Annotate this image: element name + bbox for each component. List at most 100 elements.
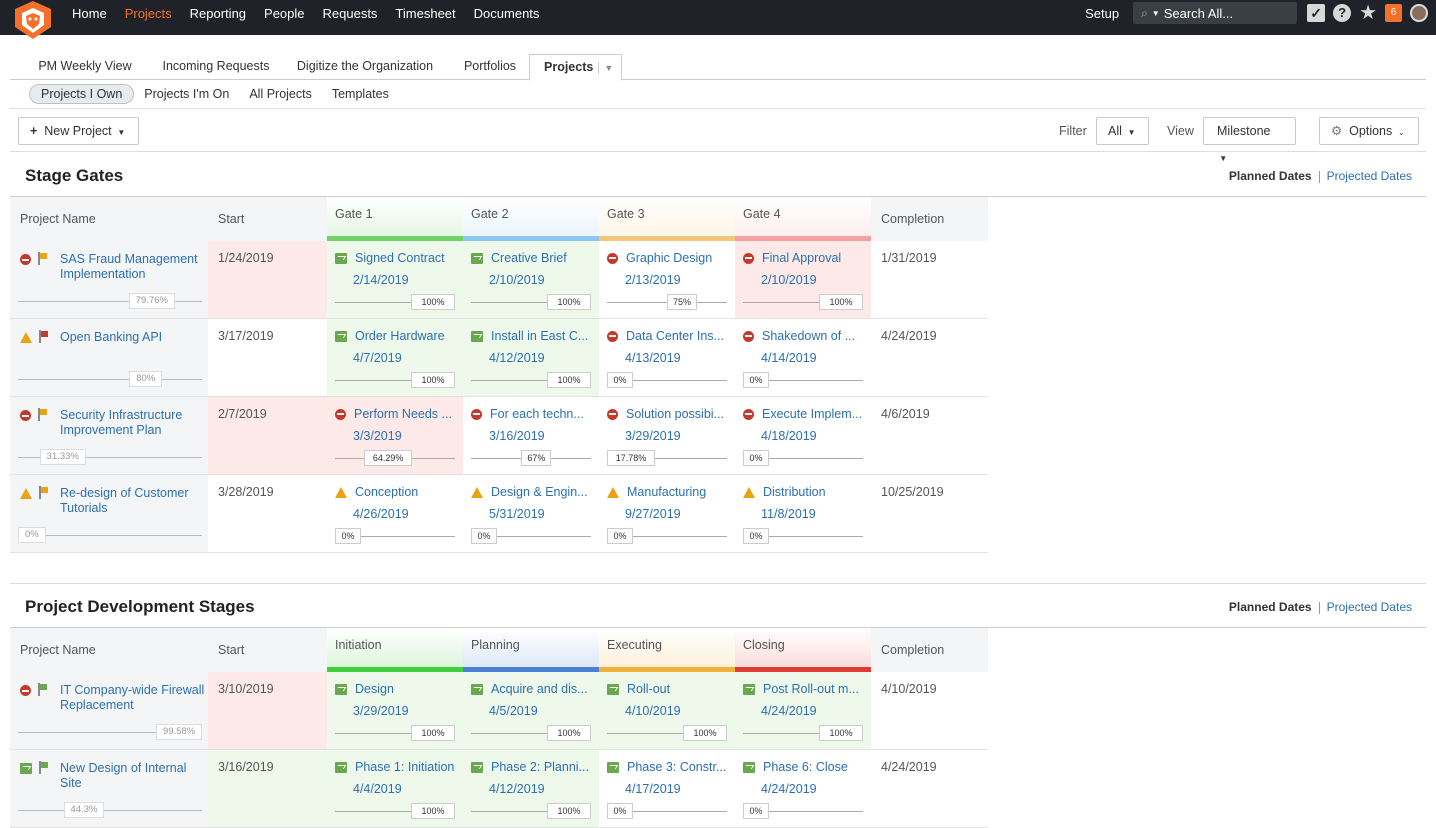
tab-incoming-requests[interactable]: Incoming Requests (162, 59, 270, 73)
milestone-link[interactable]: Phase 6: Close (743, 760, 848, 774)
milestone-name: Perform Needs ... (354, 407, 452, 421)
milestone-date: 4/18/2019 (761, 429, 817, 443)
milestone-progress-label: 100% (683, 725, 727, 741)
user-avatar[interactable] (1410, 4, 1428, 22)
column-header-gate: Gate 4 (735, 197, 871, 241)
milestone-link[interactable]: Conception (335, 485, 418, 499)
subtab-all-projects[interactable]: All Projects (249, 87, 312, 101)
project-name-link[interactable]: IT Company-wide Firewall Replacement (60, 683, 205, 712)
milestone-link[interactable]: Design & Engin... (471, 485, 588, 499)
on-track-chart-icon (471, 330, 483, 342)
new-project-button[interactable]: + New Project ▼ (18, 117, 139, 145)
nav-projects[interactable]: Projects (124, 5, 172, 21)
milestone-link[interactable]: Graphic Design (607, 251, 712, 265)
gate-color-bar (735, 667, 871, 672)
chevron-down-icon: ⌄ (1395, 128, 1405, 137)
tab-dropdown-caret-icon[interactable]: ▼ (604, 63, 614, 73)
favorites-star-icon[interactable]: ★ (1359, 2, 1377, 24)
nav-requests[interactable]: Requests (322, 5, 378, 21)
milestone-progress-bar (471, 380, 591, 381)
project-name-link[interactable]: Open Banking API (60, 330, 163, 344)
milestone-date: 4/14/2019 (761, 351, 817, 365)
warning-triangle-icon (607, 486, 619, 498)
milestone-link[interactable]: Shakedown of ... (743, 329, 855, 343)
milestone-cell: Phase 3: Constr... 4/17/2019 0% (599, 750, 735, 827)
milestone-link[interactable]: Signed Contract (335, 251, 445, 265)
milestone-cell: Final Approval 2/10/2019 100% (735, 241, 871, 318)
milestone-link[interactable]: Order Hardware (335, 329, 445, 343)
nav-reporting[interactable]: Reporting (189, 5, 247, 21)
status-icons (20, 408, 47, 424)
milestone-progress-bar (335, 302, 455, 303)
milestone-link[interactable]: Perform Needs ... (335, 407, 452, 421)
milestone-cell: Design & Engin... 5/31/2019 0% (463, 475, 599, 552)
projected-dates-toggle[interactable]: Projected Dates (1326, 169, 1412, 183)
milestone-link[interactable]: For each techn... (471, 407, 584, 421)
milestone-link[interactable]: Phase 2: Planni... (471, 760, 589, 774)
lion-logo-icon[interactable] (10, 0, 56, 40)
behind-schedule-icon (743, 408, 754, 420)
project-progress-bar (18, 810, 202, 811)
milestone-link[interactable]: Final Approval (743, 251, 841, 265)
column-header-project-name: Project Name (10, 197, 208, 241)
help-icon[interactable]: ? (1333, 4, 1352, 22)
search-box[interactable]: ⌕ ▼ Search All... (1133, 2, 1298, 24)
milestone-date: 2/10/2019 (761, 273, 817, 287)
milestone-link[interactable]: Roll-out (607, 682, 670, 696)
milestone-progress-bar (743, 380, 863, 381)
tab-digitize-organization[interactable]: Digitize the Organization (296, 59, 434, 73)
subtab-projects-im-on[interactable]: Projects I'm On (144, 87, 230, 101)
on-track-chart-icon (607, 683, 619, 695)
project-name-link[interactable]: Re-design of Customer Tutorials (60, 486, 189, 515)
filter-label: Filter (1059, 124, 1087, 138)
view-dropdown[interactable]: Milestone ▼ (1203, 117, 1296, 163)
completion-date: 4/24/2019 (881, 760, 937, 774)
milestone-date: 4/7/2019 (353, 351, 402, 365)
milestone-link[interactable]: Distribution (743, 485, 826, 499)
gear-icon: ⚙ (1331, 124, 1343, 138)
priority-flag-icon (38, 761, 48, 774)
tab-projects[interactable]: Projects ▼ (529, 54, 623, 81)
tab-pm-weekly-view[interactable]: PM Weekly View (38, 59, 132, 73)
nav-documents[interactable]: Documents (473, 5, 540, 21)
milestone-progress-bar (607, 536, 727, 537)
milestone-name: For each techn... (490, 407, 584, 421)
notifications-badge[interactable]: 6 (1385, 4, 1402, 22)
tab-portfolios[interactable]: Portfolios (463, 59, 517, 73)
nav-people[interactable]: People (264, 5, 305, 21)
milestone-link[interactable]: Acquire and dis... (471, 682, 588, 696)
milestone-link[interactable]: Manufacturing (607, 485, 706, 499)
filter-dropdown[interactable]: All ▼ (1096, 117, 1149, 145)
projected-dates-toggle[interactable]: Projected Dates (1326, 600, 1412, 614)
behind-schedule-icon (20, 410, 31, 421)
subtab-templates[interactable]: Templates (331, 87, 389, 101)
divider (1318, 601, 1320, 614)
nav-home[interactable]: Home (72, 5, 107, 21)
project-name-link[interactable]: Security Infrastructure Improvement Plan (60, 408, 183, 437)
start-date-cell: 1/24/2019 (208, 241, 327, 318)
setup-link[interactable]: Setup (1085, 5, 1120, 21)
milestone-name: Phase 6: Close (763, 760, 848, 774)
milestone-link[interactable]: Phase 3: Constr... (607, 760, 726, 774)
behind-schedule-icon (20, 254, 31, 265)
planned-dates-toggle[interactable]: Planned Dates (1228, 600, 1312, 614)
milestone-link[interactable]: Post Roll-out m... (743, 682, 859, 696)
milestone-link[interactable]: Install in East C... (471, 329, 588, 343)
tasks-checkbox-icon[interactable]: ✓ (1307, 4, 1326, 22)
milestone-name: Final Approval (762, 251, 842, 265)
subtab-projects-i-own[interactable]: Projects I Own (29, 84, 135, 104)
status-icons (20, 761, 48, 777)
milestone-link[interactable]: Phase 1: Initiation (335, 760, 454, 774)
planned-dates-toggle[interactable]: Planned Dates (1228, 169, 1312, 183)
project-name-link[interactable]: New Design of Internal Site (60, 761, 187, 790)
nav-timesheet[interactable]: Timesheet (395, 5, 456, 21)
milestone-link[interactable]: Creative Brief (471, 251, 567, 265)
project-name-link[interactable]: SAS Fraud Management Implementation (60, 252, 198, 281)
options-button[interactable]: ⚙ Options ⌄ (1319, 117, 1419, 145)
milestone-link[interactable]: Solution possibi... (607, 407, 724, 421)
milestone-link[interactable]: Design (335, 682, 394, 696)
project-progress-label: 31.33% (39, 449, 86, 465)
milestone-link[interactable]: Data Center Ins... (607, 329, 724, 343)
behind-schedule-icon (607, 330, 618, 342)
milestone-link[interactable]: Execute Implem... (743, 407, 862, 421)
